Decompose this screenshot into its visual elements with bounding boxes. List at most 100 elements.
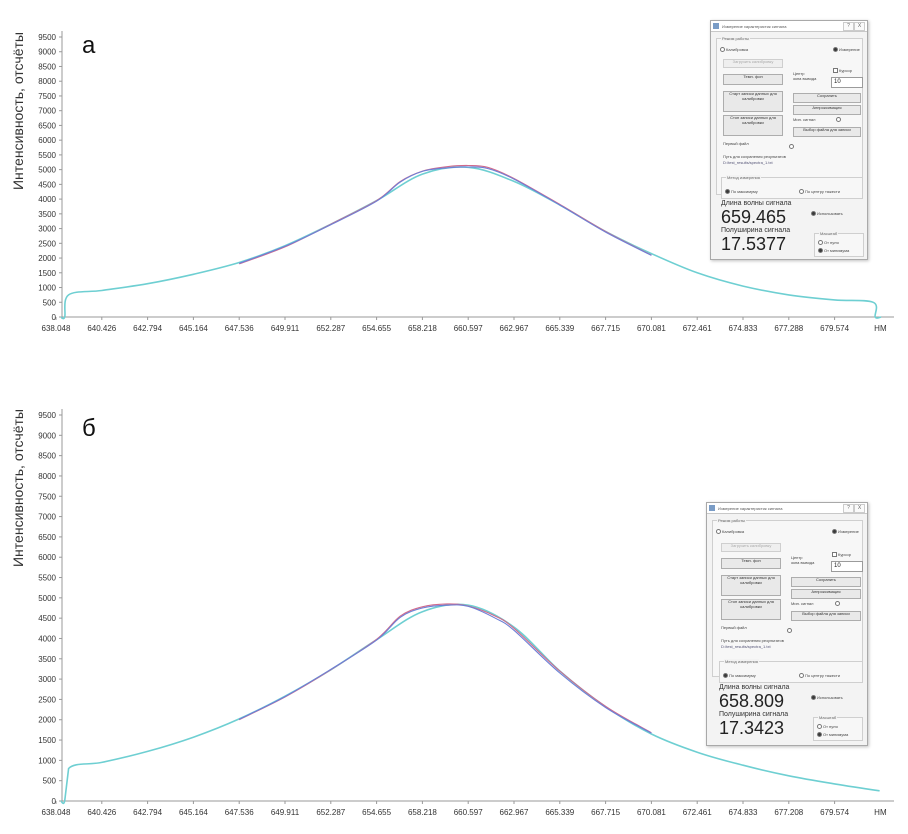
first-file-radio[interactable] [787,628,792,633]
select-file-button[interactable]: Выбор файла для записи [793,127,861,137]
y-tick-label: 3000 [38,675,56,684]
load-calibration-button[interactable]: Загрузить калибровку [721,543,781,552]
chart-svg: 0 500 1000 1500 2000 2500 3000 3500 4000 4500 5000… [38,31,894,333]
group-scale-label: Масштаб [818,715,838,720]
close-button[interactable]: X [854,504,865,513]
use-checkbox[interactable] [811,211,816,216]
x-tick-label: 662.967 [500,808,529,817]
x-tick-label: 640.426 [87,808,116,817]
panel-label: а [82,32,96,59]
start-calibration-button[interactable]: Старт записи данных для калибровки [721,575,781,596]
app-icon [713,23,719,29]
radio-measure[interactable] [832,529,837,534]
radio-calibration[interactable] [720,47,725,52]
measurement-dialog: Измерение характеристик сигнала ? X Режи… [710,20,868,260]
x-tick-label: 654.655 [362,324,391,333]
x-tick-label: 679.574 [820,808,849,817]
select-file-button[interactable]: Выбор файла для записи [791,611,861,621]
start-calibration-button[interactable]: Старт записи данных для калибровки [723,91,783,112]
y-tick-label: 1000 [38,284,56,293]
x-tick-label: 658.218 [408,324,437,333]
cursor-checkbox[interactable] [832,552,837,557]
y-tick-label: 1000 [38,756,56,765]
wavelength-value: 659.465 [721,207,787,227]
y-tick-label: 9000 [38,431,56,440]
y-tick-label: 0 [52,797,57,806]
series-line-2 [238,604,652,734]
save-button[interactable]: Сохранить [791,577,861,587]
x-tick-label: 642.794 [133,324,162,333]
fwhm-label: Полуширина сигнала [719,711,789,718]
radio-method-center[interactable] [799,189,804,194]
first-file-radio[interactable] [789,144,794,149]
y-tick-label: 4500 [38,180,56,189]
x-tick-label: 658.218 [408,808,437,817]
y-tick-label: 6000 [38,553,56,562]
y-tick-label: 2000 [38,254,56,263]
cursor-checkbox[interactable] [833,68,838,73]
y-tick-label: 2500 [38,695,56,704]
x-tick-label: 645.164 [179,324,208,333]
x-tick-label: 640.426 [87,324,116,333]
save-path-value: D:/test_results/spectra_1.txt [723,160,773,165]
x-tick-label: 662.967 [500,324,529,333]
save-path-value: D:/test_results/spectra_1.txt [721,644,771,649]
dark-background-button[interactable]: Темн. фон [721,558,781,569]
radio-method-center-label: По центру тяжести [805,673,840,678]
x-tick-label: 674.833 [729,808,758,817]
y-tick-label: 500 [43,777,57,786]
approximation-button[interactable]: Аппроксимация [791,589,861,599]
radio-scale-zero[interactable] [818,240,823,245]
radio-method-max[interactable] [725,189,730,194]
radio-method-max-label: По максимуму [729,673,756,678]
window-center-input[interactable]: 10 [831,561,863,572]
stop-calibration-button[interactable]: Стоп записи данных для калибровки [723,115,783,136]
x-tick-label: 665.339 [545,808,574,817]
cursor-label: Курсор [839,68,853,73]
x-tick-label: 642.794 [133,808,162,817]
radio-scale-min[interactable] [817,732,822,737]
x-tick-label: 638.048 [42,324,71,333]
y-tick-label: 1500 [38,736,56,745]
load-calibration-button[interactable]: Загрузить калибровку [723,59,783,68]
radio-scale-min[interactable] [818,248,823,253]
panel-label: б [82,415,96,442]
y-tick-label: 6500 [38,533,56,542]
help-button[interactable]: ? [843,22,854,31]
radio-method-max[interactable] [723,673,728,678]
group-mode-label: Режим работы [717,518,747,523]
x-tick-label: 665.339 [545,324,574,333]
radio-measure[interactable] [833,47,838,52]
dark-background-button[interactable]: Темн. фон [723,74,783,85]
window-center-input[interactable]: 10 [831,77,863,88]
wavelength-label: Длина волны сигнала [719,684,790,691]
radio-method-center[interactable] [799,673,804,678]
stop-calibration-button[interactable]: Стоп записи данных для калибровки [721,599,781,620]
center-label: Центр [793,71,805,76]
y-tick-label: 9500 [38,33,56,42]
save-button[interactable]: Сохранить [793,93,861,103]
group-method-label: Метод измерения [724,659,759,664]
min-signal-radio[interactable] [836,117,841,122]
app-icon [709,505,715,511]
y-tick-label: 4000 [38,195,56,204]
radio-calibration[interactable] [716,529,721,534]
dialog-title: Измерение характеристик сигнала [718,506,783,511]
center-label: Центр [791,555,803,560]
y-tick-label: 5500 [38,151,56,160]
chart-panel-a: Интенсивность, отсчёты а 0 500 1000 1500 200… [0,0,908,345]
chart-panel-b: Интенсивность, отсчёты б 0 500 1000 1500 200… [0,385,908,834]
help-button[interactable]: ? [843,504,854,513]
approximation-button[interactable]: Аппроксимация [793,105,861,115]
fwhm-value: 17.3423 [719,718,785,738]
y-tick-label: 5000 [38,166,56,175]
radio-method-max-label: По максимуму [731,189,758,194]
x-tick-label: 660.597 [454,324,483,333]
radio-method-center-label: По центру тяжести [805,189,840,194]
wavelength-value: 658.809 [719,691,785,711]
min-signal-radio[interactable] [835,601,840,606]
x-tick-label: 647.536 [225,324,254,333]
radio-scale-zero[interactable] [817,724,822,729]
close-button[interactable]: X [854,22,865,31]
use-checkbox[interactable] [811,695,816,700]
